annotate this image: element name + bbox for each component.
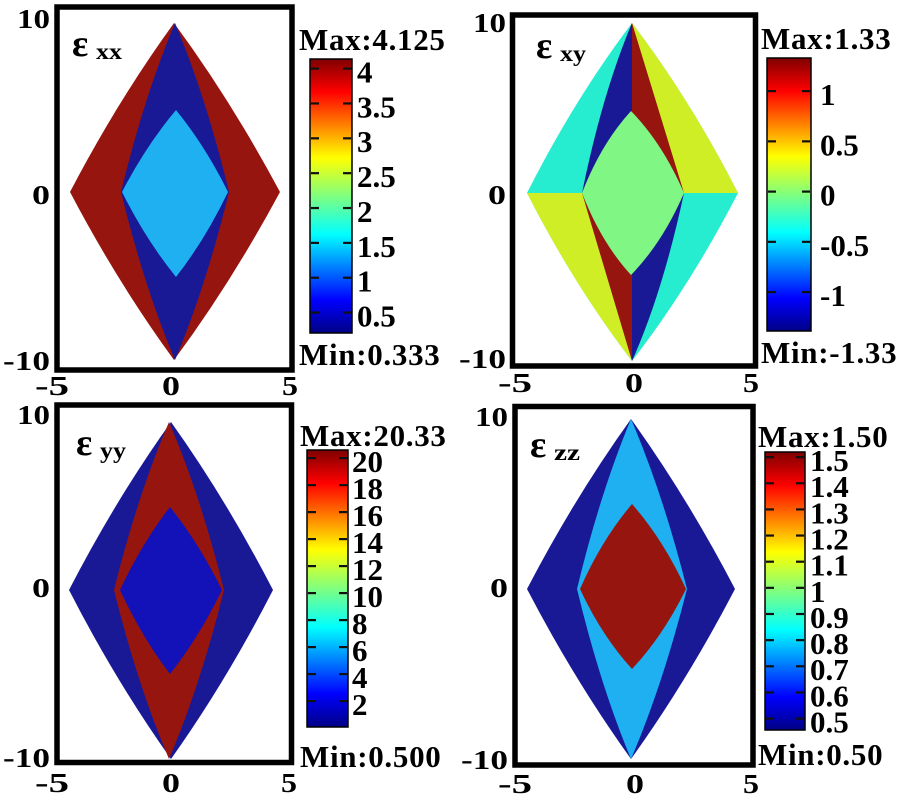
svg-text:0: 0 bbox=[162, 768, 180, 798]
svg-text:Min:0.50: Min:0.50 bbox=[758, 737, 883, 772]
svg-text:5: 5 bbox=[743, 769, 759, 799]
svg-text:10: 10 bbox=[473, 8, 506, 38]
svg-text:1.2: 1.2 bbox=[810, 521, 849, 556]
svg-text:ε: ε bbox=[530, 424, 546, 466]
svg-text:-10: -10 bbox=[459, 344, 506, 374]
svg-text:6: 6 bbox=[352, 633, 368, 668]
svg-text:Max:4.125: Max:4.125 bbox=[299, 22, 446, 57]
svg-text:0: 0 bbox=[625, 368, 643, 398]
svg-text:0: 0 bbox=[490, 573, 508, 603]
svg-text:16: 16 bbox=[352, 498, 383, 533]
svg-text:Max:1.50: Max:1.50 bbox=[758, 419, 888, 454]
svg-text:0.9: 0.9 bbox=[810, 600, 849, 635]
svg-text:0.5: 0.5 bbox=[820, 127, 859, 162]
svg-text:0.5: 0.5 bbox=[357, 298, 396, 333]
svg-text:ε: ε bbox=[536, 25, 552, 67]
svg-text:0.6: 0.6 bbox=[810, 678, 849, 713]
svg-text:0: 0 bbox=[820, 178, 836, 213]
svg-text:-5: -5 bbox=[498, 368, 532, 398]
svg-text:1: 1 bbox=[357, 264, 373, 299]
svg-text:18: 18 bbox=[352, 471, 383, 506]
svg-text:1.5: 1.5 bbox=[357, 229, 396, 264]
svg-text:1: 1 bbox=[820, 77, 836, 112]
svg-text:2: 2 bbox=[357, 194, 373, 229]
svg-text:0: 0 bbox=[162, 371, 180, 401]
svg-text:8: 8 bbox=[352, 606, 368, 641]
svg-text:0: 0 bbox=[626, 769, 644, 799]
svg-text:5: 5 bbox=[281, 768, 297, 798]
svg-text:5: 5 bbox=[282, 371, 298, 401]
svg-text:yy: yy bbox=[100, 438, 127, 463]
svg-text:-10: -10 bbox=[461, 745, 508, 775]
svg-text:10: 10 bbox=[17, 400, 50, 430]
svg-text:3: 3 bbox=[357, 124, 373, 159]
svg-text:1.5: 1.5 bbox=[810, 443, 849, 478]
svg-text:2.5: 2.5 bbox=[357, 159, 396, 194]
svg-text:2: 2 bbox=[352, 687, 368, 722]
svg-text:ε: ε bbox=[72, 23, 88, 65]
svg-text:Max:20.33: Max:20.33 bbox=[300, 418, 447, 453]
svg-text:0.7: 0.7 bbox=[810, 652, 849, 687]
svg-text:1.4: 1.4 bbox=[810, 469, 849, 504]
svg-text:0.8: 0.8 bbox=[810, 626, 849, 661]
svg-text:1.1: 1.1 bbox=[810, 548, 849, 583]
svg-text:-5: -5 bbox=[35, 768, 69, 798]
svg-text:12: 12 bbox=[352, 552, 383, 587]
svg-text:0.5: 0.5 bbox=[810, 705, 849, 740]
svg-text:-5: -5 bbox=[498, 769, 532, 799]
svg-text:14: 14 bbox=[352, 525, 383, 560]
svg-text:3.5: 3.5 bbox=[357, 89, 396, 124]
svg-text:1.3: 1.3 bbox=[810, 495, 849, 530]
svg-text:-10: -10 bbox=[3, 743, 50, 773]
svg-text:Min:0.333: Min:0.333 bbox=[299, 337, 441, 372]
svg-text:10: 10 bbox=[352, 579, 383, 614]
svg-text:xx: xx bbox=[96, 39, 123, 64]
svg-text:Max:1.33: Max:1.33 bbox=[761, 21, 891, 56]
svg-text:zz: zz bbox=[554, 440, 580, 465]
svg-text:xy: xy bbox=[560, 41, 587, 66]
svg-text:-10: -10 bbox=[3, 346, 50, 376]
svg-text:20: 20 bbox=[352, 444, 383, 479]
svg-text:4: 4 bbox=[352, 660, 368, 695]
svg-text:1: 1 bbox=[810, 574, 826, 609]
svg-text:0: 0 bbox=[488, 180, 506, 210]
svg-text:4: 4 bbox=[357, 55, 373, 90]
svg-text:-0.5: -0.5 bbox=[820, 228, 869, 263]
svg-text:Min:-1.33: Min:-1.33 bbox=[761, 335, 897, 370]
svg-text:-1: -1 bbox=[820, 278, 846, 313]
svg-text:Min:0.500: Min:0.500 bbox=[300, 739, 442, 774]
svg-text:-5: -5 bbox=[35, 371, 69, 401]
svg-text:0: 0 bbox=[32, 180, 50, 210]
svg-text:0: 0 bbox=[32, 573, 50, 603]
svg-text:10: 10 bbox=[17, 4, 50, 34]
svg-text:5: 5 bbox=[743, 368, 759, 398]
svg-text:10: 10 bbox=[475, 402, 508, 432]
svg-text:ε: ε bbox=[76, 422, 92, 464]
